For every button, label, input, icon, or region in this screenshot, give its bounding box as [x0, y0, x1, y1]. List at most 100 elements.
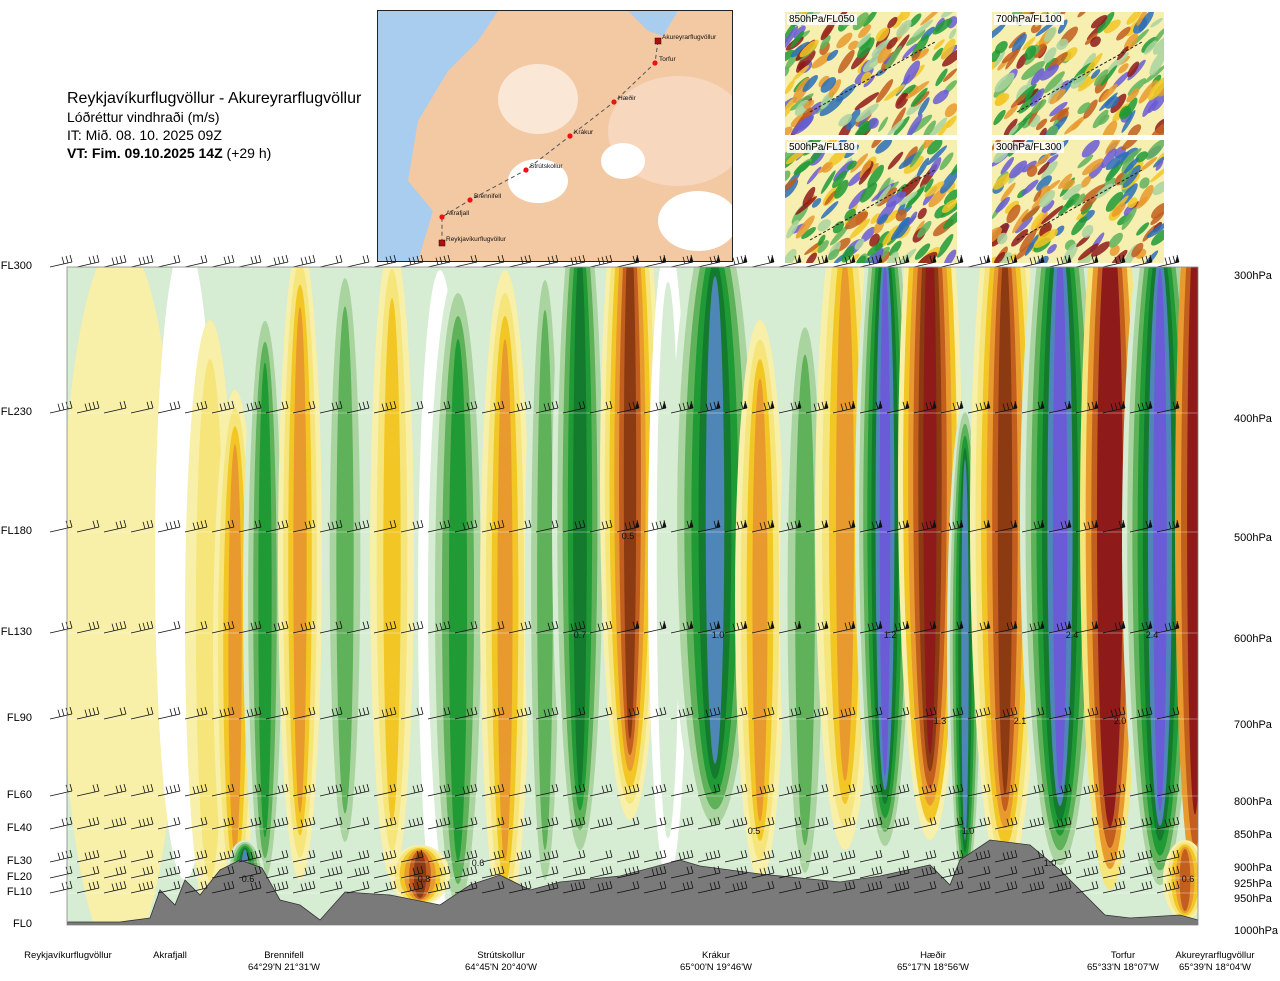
thumb-contour: [1008, 124, 1019, 135]
contour-label: 1.0: [962, 826, 975, 836]
wind-barb: [994, 816, 1018, 830]
thumb-contour: [802, 74, 818, 93]
thumb-contour: [844, 211, 869, 230]
wind-barb: [562, 620, 586, 634]
wind-barb: [697, 816, 721, 830]
wind-barb: [940, 706, 964, 720]
thumbnail-700[interactable]: 700hPa/FL100: [992, 12, 1164, 135]
downdraft-band: [1052, 267, 1068, 792]
thumb-contour: [837, 49, 855, 74]
thumb-contour: [1074, 193, 1086, 208]
wind-barb: [130, 816, 154, 830]
wind-barb: [346, 519, 370, 533]
station-name: Reykjavíkurflugvöllur: [24, 950, 112, 961]
waypoint-marker: [654, 37, 662, 45]
wind-barb: [832, 519, 856, 533]
thumb-contour: [940, 199, 957, 218]
thumb-contour: [1109, 245, 1120, 257]
wind-barb: [535, 400, 559, 414]
thumb-contour: [1084, 32, 1098, 45]
wind-barb: [373, 849, 397, 863]
wind-barb: [913, 706, 937, 720]
wind-barb: [103, 816, 127, 830]
thumb-contour: [854, 238, 865, 250]
wind-barb: [670, 254, 694, 268]
fl-tick-label: FL300: [0, 260, 32, 272]
thumb-contour: [1049, 101, 1068, 117]
thumb-contour: [1108, 232, 1123, 248]
wind-barb: [1075, 254, 1099, 268]
thumb-contour: [1143, 64, 1164, 84]
wind-barb: [373, 400, 397, 414]
thumb-contour: [799, 39, 819, 58]
wind-barb: [1075, 400, 1099, 414]
fl-tick-label: FL20: [6, 871, 32, 883]
map-glacier: [508, 159, 568, 203]
wind-barb: [643, 865, 667, 879]
wind-barb: [913, 880, 937, 894]
wind-barb: [319, 880, 343, 894]
updraft-band: [383, 298, 401, 822]
thumb-contour: [1146, 222, 1164, 238]
hpa-tick-label: 950hPa: [1234, 893, 1272, 905]
wind-barb: [697, 519, 721, 533]
wind-barb: [454, 849, 478, 863]
thumb-contour: [1127, 124, 1142, 135]
wind-barb: [103, 254, 127, 268]
wind-barb: [859, 620, 883, 634]
wind-barb: [886, 706, 910, 720]
thumb-contour: [1092, 109, 1109, 129]
wind-barb: [1075, 519, 1099, 533]
wind-barb: [697, 783, 721, 797]
thumb-contour: [1157, 122, 1164, 135]
thumb-contour: [785, 179, 799, 199]
thumb-contour: [994, 40, 1008, 54]
wind-barb: [1129, 706, 1153, 720]
wind-barb: [238, 865, 262, 879]
wind-barb: [940, 620, 964, 634]
thumb-contour: [1058, 173, 1073, 190]
wind-barb: [751, 400, 775, 414]
thumb-contour: [875, 185, 892, 207]
downdraft-band: [573, 267, 587, 791]
wind-barb: [589, 880, 613, 894]
thumbnail-300[interactable]: 300hPa/FL300: [992, 140, 1164, 263]
route-map: Akureyrarflugvöllur Torfur Hæðir Krákur Strú…: [377, 10, 733, 262]
chart-subtitle: Lóðréttur vindhraði (m/s): [67, 109, 220, 125]
wind-barb: [1156, 620, 1180, 634]
hpa-tick-label: 300hPa: [1234, 270, 1272, 282]
thumb-contour: [817, 219, 831, 232]
wind-barb: [940, 519, 964, 533]
wind-barb: [454, 783, 478, 797]
wind-barb: [211, 783, 235, 797]
contour-label: 1.3: [934, 716, 947, 726]
thumb-contour: [811, 52, 833, 69]
thumb-contour: [950, 160, 957, 176]
thumbnail-500[interactable]: 500hPa/FL180: [785, 140, 957, 263]
updraft-band: [67, 267, 180, 925]
wind-barb: [1156, 816, 1180, 830]
station-label: Strútskollur 64°45'N 20°40'W: [465, 950, 537, 974]
wind-barb: [481, 816, 505, 830]
thumb-contour: [1077, 102, 1091, 115]
wind-barb: [967, 254, 991, 268]
thumb-contour: [995, 92, 1007, 106]
thumb-contour: [849, 218, 871, 240]
station-label: Akrafjall: [153, 950, 187, 962]
wind-barb: [805, 865, 829, 879]
thumb-contour: [885, 45, 902, 70]
thumb-contour: [803, 99, 815, 109]
wind-barb: [778, 254, 802, 268]
thumb-contour: [1006, 204, 1021, 224]
updraft-band: [623, 267, 637, 739]
thumbnail-850[interactable]: 850hPa/FL050: [785, 12, 957, 135]
thumb-contour: [932, 89, 949, 105]
wind-barb: [724, 706, 748, 720]
thumb-contour: [887, 119, 905, 135]
wind-barb: [778, 816, 802, 830]
thumb-contour: [1062, 179, 1075, 191]
wind-barb: [265, 254, 289, 268]
wind-barb: [238, 400, 262, 414]
thumb-contour: [1148, 77, 1164, 101]
